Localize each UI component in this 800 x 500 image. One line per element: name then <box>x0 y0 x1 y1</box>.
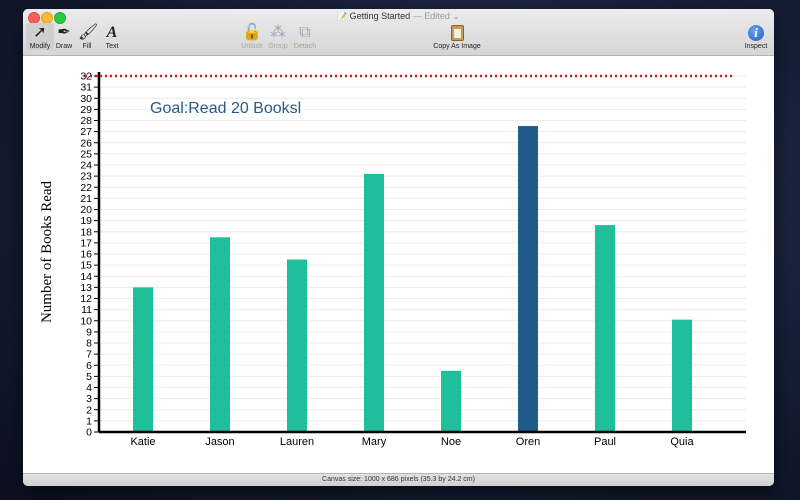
y-tick-label[interactable]: 27 <box>80 126 92 138</box>
title-menu-chevron-icon[interactable]: ⌄ <box>452 11 460 21</box>
y-tick-label[interactable]: 7 <box>86 349 92 361</box>
y-tick-label[interactable]: 25 <box>80 148 92 160</box>
drawing-canvas[interactable]: 0 1 2 3 4 5 6 7 8 9 10 11 12 13 14 15 16 17 18 19 20 21 22 23 24… <box>23 56 774 473</box>
y-tick-label[interactable]: 5 <box>86 371 92 383</box>
bar[interactable] <box>133 287 153 432</box>
y-tick-label[interactable]: 18 <box>80 226 92 238</box>
detach-icon: ⧉ <box>299 24 311 41</box>
y-tick-label[interactable]: 30 <box>80 93 92 105</box>
x-tick-label[interactable]: Mary <box>362 436 387 448</box>
copy-as-image-label: Copy As Image <box>433 43 481 50</box>
y-tick-label[interactable]: 13 <box>80 282 92 294</box>
y-tick-label[interactable]: 16 <box>80 249 92 261</box>
y-tick-label[interactable]: 29 <box>80 104 92 116</box>
y-tick-label[interactable]: 21 <box>80 193 92 205</box>
y-tick-label[interactable]: 9 <box>86 326 92 338</box>
inspect-button[interactable]: i Inspect <box>741 23 771 50</box>
edited-label: — Edited <box>412 11 450 21</box>
goal-annotation[interactable]: Goal:Read 20 Booksl <box>150 100 301 117</box>
group-button[interactable]: ⁂ Group <box>266 23 290 50</box>
detach-label: Detach <box>293 43 317 50</box>
canvas-size-text: Canvas size: 1000 x 686 pixels (35.3 by … <box>322 476 475 483</box>
bar[interactable] <box>287 259 307 432</box>
bar-chart[interactable]: 0123456789101112131415161718192021222324… <box>23 56 774 473</box>
pen-icon: ✒ <box>57 24 71 41</box>
y-tick-label[interactable]: 8 <box>86 338 92 350</box>
info-icon: i <box>748 25 764 41</box>
x-tick-label[interactable]: Noe <box>441 436 461 448</box>
arrow-pointer-icon: ➚ <box>33 24 47 41</box>
y-tick-label[interactable]: 24 <box>80 160 92 172</box>
padlock-icon: 🔓 <box>242 24 262 41</box>
bar[interactable] <box>672 319 692 432</box>
titlebar-toolbar: 📝 Getting Started — Edited ⌄ ➚ Modify ✒ … <box>23 9 774 56</box>
status-bar: Canvas size: 1000 x 686 pixels (35.3 by … <box>23 473 774 486</box>
zoom-button[interactable] <box>54 12 66 24</box>
paint-brush-icon: 🖌 <box>78 24 99 41</box>
y-tick-label[interactable]: 31 <box>80 82 92 94</box>
document-title: Getting Started <box>349 11 411 21</box>
x-tick-label[interactable]: Jason <box>205 436 234 448</box>
modify-tool-label: Modify <box>29 43 51 50</box>
draw-tool-label: Draw <box>55 43 73 50</box>
bar[interactable] <box>518 126 538 432</box>
y-tick-label[interactable]: 14 <box>80 271 92 283</box>
fill-tool-label: Fill <box>82 43 92 50</box>
detach-button[interactable]: ⧉ Detach <box>291 23 319 50</box>
y-tick-label[interactable]: 4 <box>86 382 92 394</box>
y-tick-label[interactable]: 15 <box>80 260 92 272</box>
window-title[interactable]: 📝 Getting Started — Edited ⌄ <box>23 11 774 22</box>
group-label: Group <box>268 43 288 50</box>
text-tool-label: Text <box>105 43 119 50</box>
x-tick-label[interactable]: Paul <box>594 436 616 448</box>
draw-tool-button[interactable]: ✒ Draw <box>54 23 74 50</box>
y-axis-label[interactable]: Number of Books Read <box>39 180 55 323</box>
y-tick-label[interactable]: 2 <box>86 404 92 416</box>
y-tick-label[interactable]: 26 <box>80 137 92 149</box>
bar[interactable] <box>441 370 461 432</box>
y-tick-label[interactable]: 22 <box>80 182 92 194</box>
y-tick-label[interactable]: 17 <box>80 237 92 249</box>
bar[interactable] <box>595 225 615 432</box>
bar[interactable] <box>364 173 384 432</box>
y-tick-label[interactable]: 23 <box>80 171 92 183</box>
y-tick-label[interactable]: 12 <box>80 293 92 305</box>
y-tick-label[interactable]: 19 <box>80 215 92 227</box>
modify-tool-button[interactable]: ➚ Modify <box>26 23 54 50</box>
y-tick-label[interactable]: 10 <box>80 315 92 327</box>
bar[interactable] <box>210 237 230 432</box>
copy-as-image-button[interactable]: Copy As Image <box>427 23 487 50</box>
x-tick-label[interactable]: Quia <box>670 436 694 448</box>
y-tick-label[interactable]: 0 <box>86 427 92 439</box>
y-tick-label[interactable]: 1 <box>86 415 92 427</box>
y-tick-label[interactable]: 11 <box>81 304 92 316</box>
x-tick-label[interactable]: Katie <box>130 436 155 448</box>
text-a-icon: A <box>106 24 118 41</box>
y-tick-label[interactable]: 6 <box>86 360 92 372</box>
unlock-button[interactable]: 🔓 Unlock <box>239 23 265 50</box>
y-tick-label[interactable]: 28 <box>80 115 92 127</box>
group-icon: ⁂ <box>270 24 286 41</box>
fill-tool-button[interactable]: 🖌 Fill <box>78 23 99 50</box>
clipboard-icon <box>450 25 464 41</box>
x-tick-label[interactable]: Oren <box>516 436 540 448</box>
y-tick-label[interactable]: 3 <box>86 393 92 405</box>
unlock-label: Unlock <box>241 43 263 50</box>
x-tick-label[interactable]: Lauren <box>280 436 314 448</box>
text-tool-button[interactable]: A Text <box>101 23 123 50</box>
document-icon: 📝 <box>337 12 348 21</box>
y-tick-label[interactable]: 20 <box>80 204 92 216</box>
inspect-label: Inspect <box>744 43 768 50</box>
app-window: 📝 Getting Started — Edited ⌄ ➚ Modify ✒ … <box>23 9 774 486</box>
